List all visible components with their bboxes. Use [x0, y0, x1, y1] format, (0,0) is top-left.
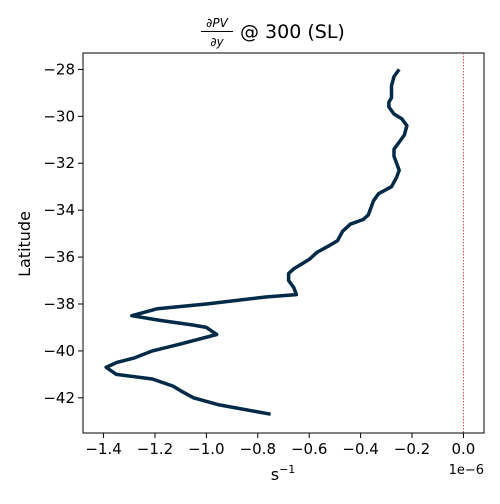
series-layer	[104, 68, 409, 416]
axes-frame	[82, 52, 485, 434]
x-tick-label-0: −1.4	[85, 440, 121, 458]
x-tick-label-4: −0.6	[291, 440, 327, 458]
x-tick-label-5: −0.4	[342, 440, 378, 458]
y-tick-label-0: −28	[43, 60, 75, 78]
y-tick-label-6: −40	[43, 342, 75, 360]
tick-layer: −1.4 −1.2 −1.0 −0.8 −0.6 −0.4 −0.2 0.0 −28 −30 −32…	[43, 60, 475, 458]
y-tick-label-4: −36	[43, 248, 75, 266]
x-tick-label-3: −0.8	[240, 440, 276, 458]
y-axis-label: Latitude	[15, 211, 34, 277]
x-offset-text: 1e−6	[449, 463, 484, 478]
title-suffix: @ 300 (SL)	[240, 21, 345, 43]
y-tick-label-2: −32	[43, 154, 75, 172]
y-tick-label-5: −38	[43, 295, 75, 313]
y-tick-label-7: −42	[43, 389, 75, 407]
x-tick-label-1: −1.2	[137, 440, 173, 458]
y-tick-label-1: −30	[43, 107, 75, 125]
title-fraction-denominator: ∂y	[210, 35, 224, 49]
x-tick-label-7: 0.0	[452, 440, 476, 458]
series-line-0	[104, 68, 409, 416]
y-tick-label-3: −34	[43, 201, 75, 219]
x-axis-label: s−1	[271, 463, 296, 484]
x-tick-label-2: −1.0	[188, 440, 224, 458]
title-fraction-numerator: ∂PV	[206, 16, 228, 30]
x-tick-label-6: −0.2	[394, 440, 430, 458]
chart-title: ∂PV ∂y @ 300 (SL)	[201, 16, 345, 49]
x-axis-label-exponent: −1	[279, 463, 295, 476]
